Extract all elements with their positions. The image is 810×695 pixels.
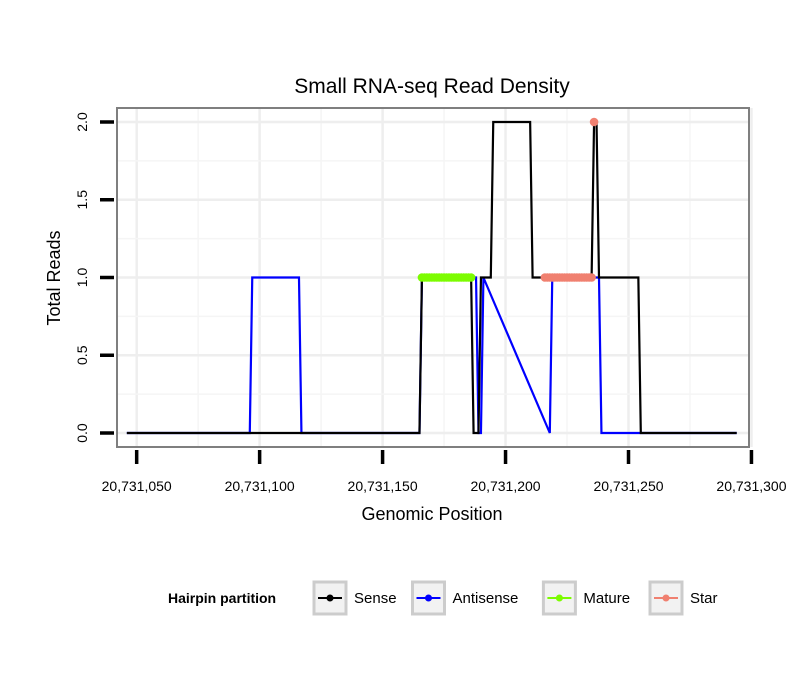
y-tick-label: 1.0	[74, 268, 90, 288]
x-tick-label: 20,731,100	[225, 478, 295, 494]
legend-label: Mature	[583, 590, 630, 607]
data-point-star	[587, 273, 596, 282]
legend-label: Sense	[354, 590, 397, 607]
legend-key-point	[326, 594, 334, 602]
x-tick-label: 20,731,200	[471, 478, 541, 494]
x-axis-title: Genomic Position	[361, 504, 502, 524]
data-point-mature	[466, 273, 476, 282]
x-tick-label: 20,731,050	[102, 478, 172, 494]
legend-title: Hairpin partition	[168, 590, 276, 606]
y-tick-label: 2.0	[74, 112, 90, 132]
legend-key-point	[555, 594, 563, 602]
y-tick-label: 0.0	[74, 423, 90, 443]
legend-entry-star: Star	[648, 580, 718, 616]
x-tick-label: 20,731,150	[348, 478, 418, 494]
series-mature	[417, 273, 476, 282]
series-star	[540, 117, 599, 282]
y-tick-label: 0.5	[74, 345, 90, 365]
legend-entry-mature: Mature	[541, 580, 630, 616]
chart-title: Small RNA-seq Read Density	[294, 75, 570, 98]
legend-label: Antisense	[453, 590, 519, 607]
legend-label: Star	[690, 590, 718, 607]
legend-entry-sense: Sense	[312, 580, 397, 616]
plot-panel-border	[116, 107, 750, 448]
axes: 20,731,050 20,731,100 20,731,150 20,731,200…	[74, 112, 787, 494]
x-tick-label: 20,731,250	[593, 478, 663, 494]
legend: Hairpin partition Sense Antisense Mature St…	[168, 580, 718, 616]
legend-key-point	[662, 594, 670, 602]
legend-entry-antisense: Antisense	[411, 580, 519, 616]
plot-series	[126, 117, 737, 435]
legend-key-point	[425, 594, 432, 602]
x-tick-label: 20,731,300	[716, 478, 786, 494]
data-point-star	[589, 117, 599, 127]
y-axis-title: Total Reads	[44, 230, 64, 325]
y-tick-label: 1.5	[74, 190, 90, 210]
